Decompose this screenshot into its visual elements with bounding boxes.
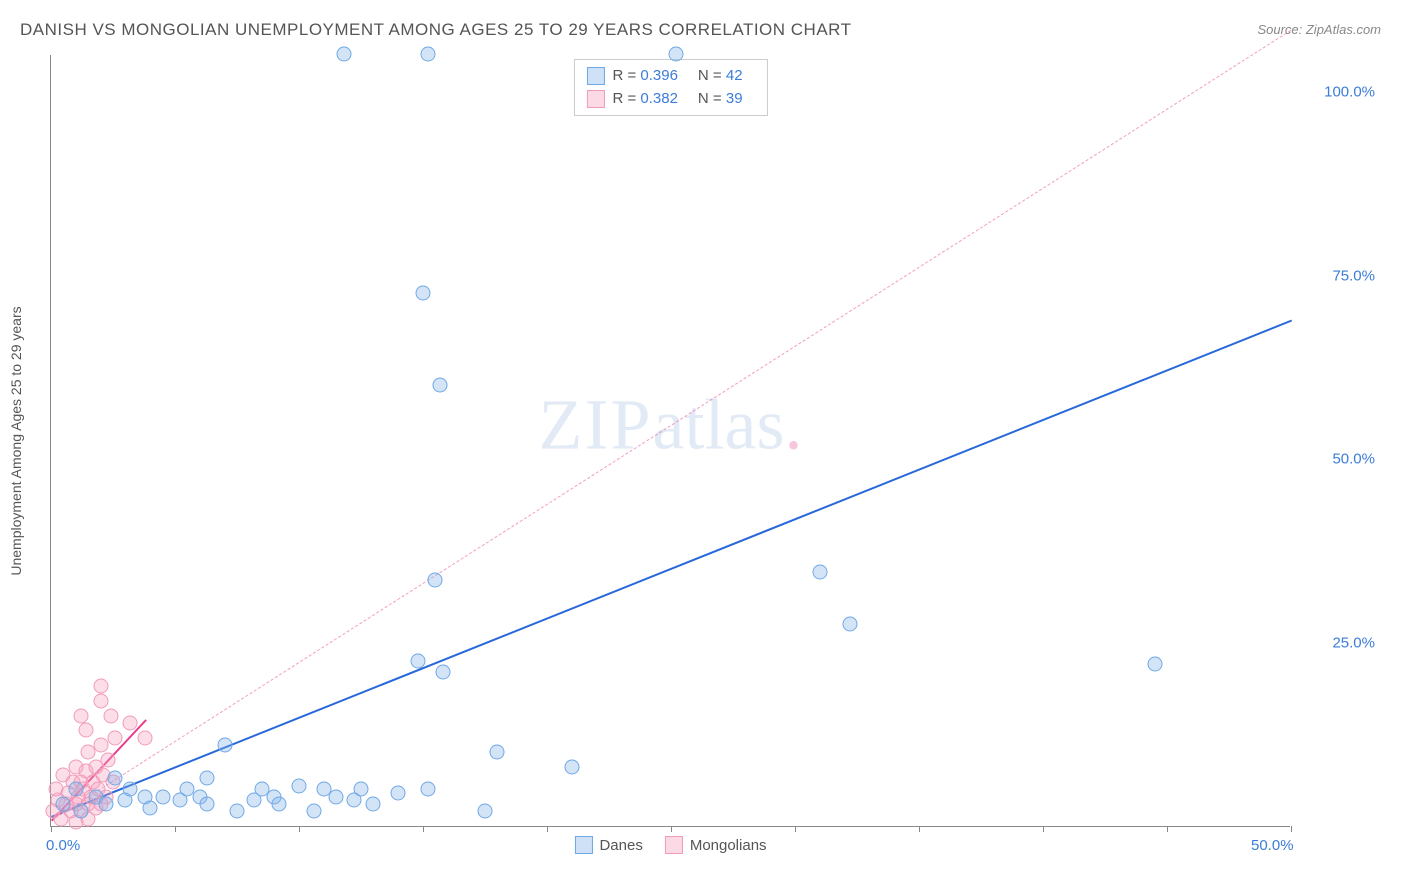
n-label: N = (698, 67, 722, 84)
scatter-point-danes (98, 796, 113, 811)
scatter-point-danes (354, 782, 369, 797)
scatter-point-danes (435, 664, 450, 679)
scatter-point-danes (416, 285, 431, 300)
n-value-danes: 42 (726, 67, 743, 84)
scatter-point-danes (842, 616, 857, 631)
r-label: R = (612, 90, 636, 107)
scatter-point-danes (329, 789, 344, 804)
r-label: R = (612, 67, 636, 84)
scatter-point-danes (366, 796, 381, 811)
stats-row-mongolians: R = 0.382 N = 39 (586, 88, 754, 111)
scatter-point-danes (564, 760, 579, 775)
x-tick (51, 826, 52, 832)
chart-title: DANISH VS MONGOLIAN UNEMPLOYMENT AMONG A… (20, 20, 852, 40)
x-tick-label: 50.0% (1251, 837, 1294, 854)
x-tick (423, 826, 424, 832)
scatter-point-danes (1147, 657, 1162, 672)
stats-row-danes: R = 0.396 N = 42 (586, 65, 754, 88)
scatter-point-danes (812, 565, 827, 580)
scatter-point-danes (420, 782, 435, 797)
r-value-mongolians: 0.382 (640, 90, 678, 107)
scatter-point-danes (420, 47, 435, 62)
watermark-zip: ZIP (539, 385, 653, 465)
x-tick (795, 826, 796, 832)
r-value-danes: 0.396 (640, 67, 678, 84)
scatter-point-danes (217, 738, 232, 753)
scatter-point-danes (668, 47, 683, 62)
y-tick-label: 50.0% (1332, 451, 1375, 468)
scatter-point-mongolians (103, 708, 118, 723)
scatter-point-danes (292, 778, 307, 793)
x-tick-label: 0.0% (46, 837, 80, 854)
plot-area: Unemployment Among Ages 25 to 29 years Z… (50, 55, 1290, 827)
regression-line-danes (51, 320, 1292, 818)
x-tick (1043, 826, 1044, 832)
n-value-mongolians: 39 (726, 90, 743, 107)
legend-label-danes: Danes (599, 837, 642, 854)
source-attribution: Source: ZipAtlas.com (1257, 22, 1381, 37)
scatter-point-mongolians (93, 738, 108, 753)
legend-item-danes: Danes (574, 836, 642, 854)
scatter-point-danes (478, 804, 493, 819)
x-tick (1167, 826, 1168, 832)
regression-projection-mongolians (51, 29, 1292, 820)
scatter-point-danes (428, 572, 443, 587)
y-axis-label: Unemployment Among Ages 25 to 29 years (8, 306, 24, 575)
stats-legend-box: R = 0.396 N = 42 R = 0.382 N = 39 (573, 59, 767, 116)
y-tick-label: 75.0% (1332, 267, 1375, 284)
scatter-point-danes (272, 796, 287, 811)
scatter-point-danes (306, 804, 321, 819)
swatch-pink-icon (586, 90, 604, 108)
x-tick (175, 826, 176, 832)
scatter-point-mongolians (108, 730, 123, 745)
swatch-blue-icon (586, 67, 604, 85)
scatter-point-mongolians (93, 694, 108, 709)
x-tick (1291, 826, 1292, 832)
scatter-point-danes (490, 745, 505, 760)
scatter-point-mongolians (123, 716, 138, 731)
scatter-point-danes (68, 782, 83, 797)
scatter-point-mongolians (73, 708, 88, 723)
n-label: N = (698, 90, 722, 107)
x-tick (671, 826, 672, 832)
scatter-point-danes (336, 47, 351, 62)
scatter-point-danes (155, 789, 170, 804)
x-tick (919, 826, 920, 832)
scatter-point-danes (123, 782, 138, 797)
swatch-pink-icon (665, 836, 683, 854)
swatch-blue-icon (574, 836, 592, 854)
scatter-point-danes (108, 771, 123, 786)
scatter-point-danes (73, 804, 88, 819)
chart-container: Unemployment Among Ages 25 to 29 years Z… (50, 55, 1380, 865)
x-tick (547, 826, 548, 832)
y-tick-label: 25.0% (1332, 635, 1375, 652)
scatter-point-danes (230, 804, 245, 819)
scatter-point-danes (56, 796, 71, 811)
scatter-point-mongolians (93, 679, 108, 694)
scatter-point-danes (411, 653, 426, 668)
scatter-point-danes (200, 771, 215, 786)
watermark-dot: . (784, 385, 802, 465)
scatter-point-danes (433, 377, 448, 392)
scatter-point-danes (143, 800, 158, 815)
scatter-point-mongolians (138, 730, 153, 745)
series-legend: Danes Mongolians (574, 836, 766, 854)
legend-label-mongolians: Mongolians (690, 837, 767, 854)
scatter-point-mongolians (78, 723, 93, 738)
scatter-point-danes (200, 796, 215, 811)
x-tick (299, 826, 300, 832)
y-tick-label: 100.0% (1324, 83, 1375, 100)
scatter-point-danes (391, 785, 406, 800)
legend-item-mongolians: Mongolians (665, 836, 767, 854)
scatter-point-mongolians (101, 752, 116, 767)
